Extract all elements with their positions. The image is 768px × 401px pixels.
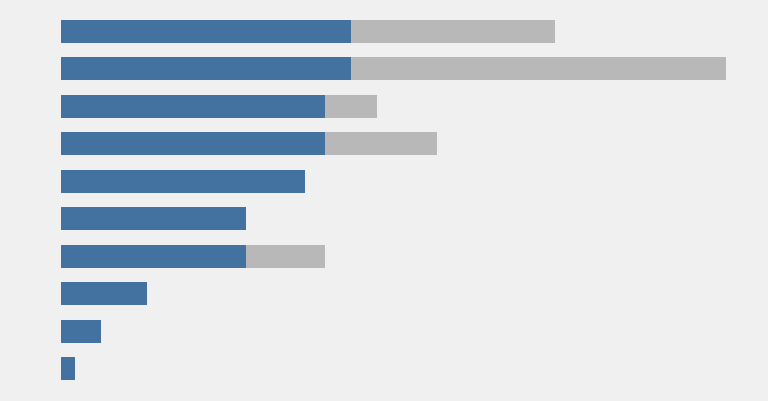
Bar	[61, 357, 74, 380]
Bar	[351, 58, 727, 81]
Bar	[246, 245, 325, 268]
Bar	[61, 133, 325, 156]
Bar	[325, 133, 437, 156]
Bar	[61, 282, 147, 306]
Bar	[61, 245, 246, 268]
Bar	[61, 170, 305, 193]
Bar	[325, 95, 377, 119]
Bar	[61, 208, 246, 231]
Bar	[351, 21, 555, 44]
Bar	[61, 95, 325, 119]
Bar	[61, 320, 101, 343]
Bar	[61, 21, 351, 44]
Bar	[61, 58, 351, 81]
